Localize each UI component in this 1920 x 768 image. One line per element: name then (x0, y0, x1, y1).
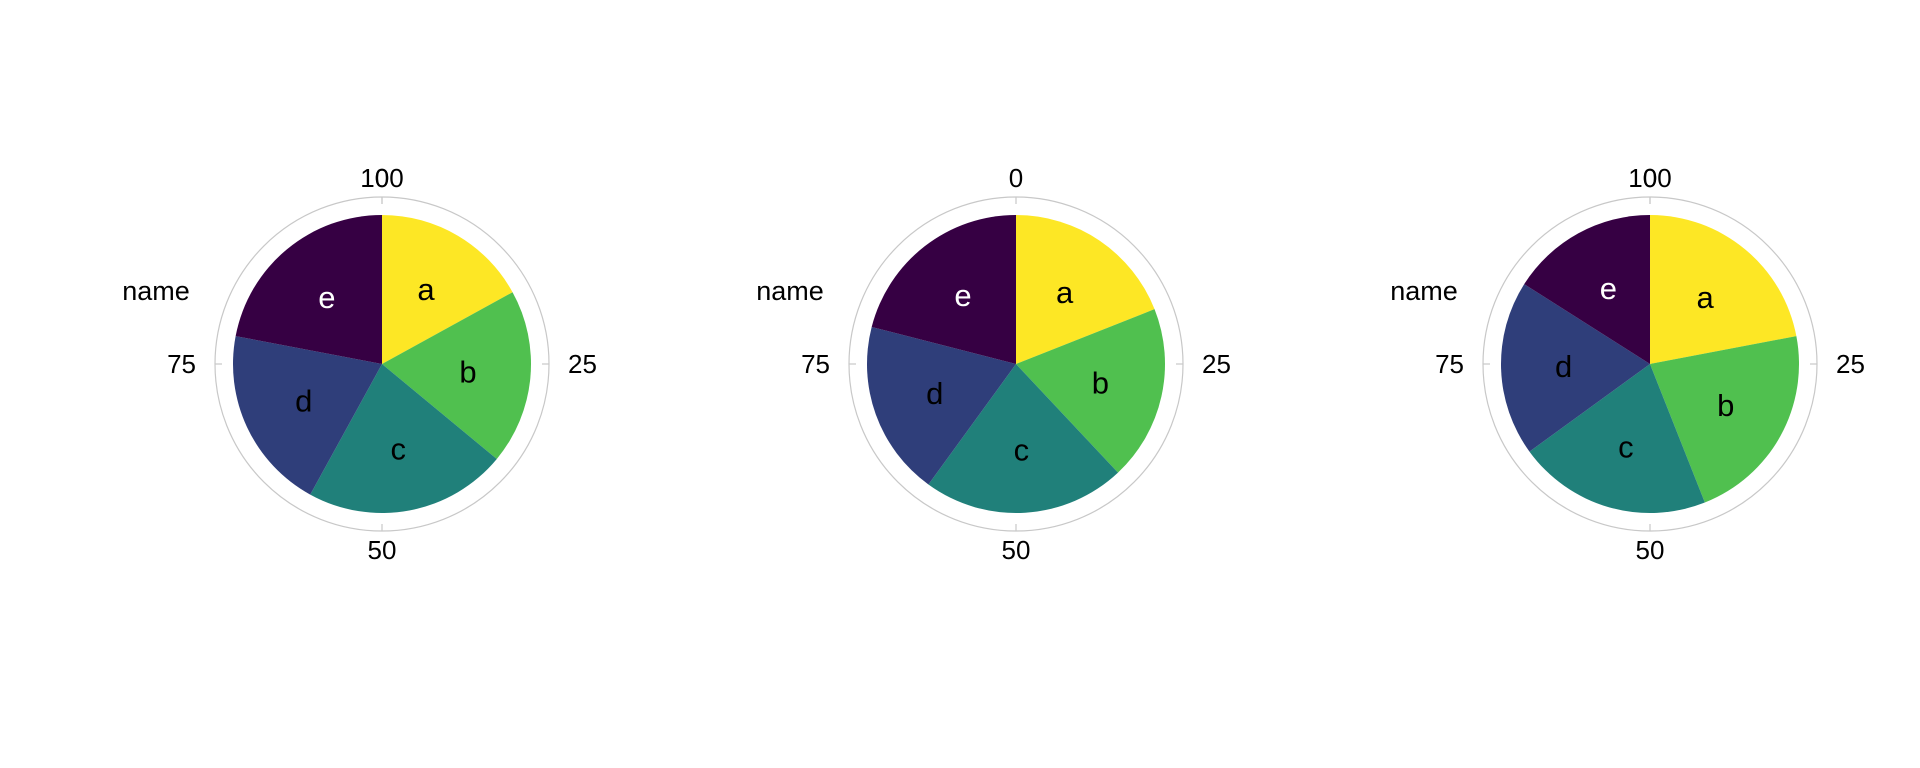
pie-wedge-label-e: e (954, 278, 971, 313)
pie-wedge-b (1016, 309, 1165, 473)
pie-wedge-e (235, 215, 382, 364)
pie-chart-1: 0 25 50 75 100 a b c d e name (122, 163, 597, 565)
pie-wedge-label-d: d (926, 376, 943, 411)
scale-tick-label: 25 (1836, 349, 1865, 379)
y-axis-label: name (1390, 276, 1458, 306)
scale-tick-label: 25 (1202, 349, 1231, 379)
y-axis-label: name (756, 276, 824, 306)
pie-wedge-c (310, 364, 497, 513)
scale-tick-label: 75 (1435, 349, 1464, 379)
pie-wedge-c (928, 364, 1118, 513)
pie-wedge-a (1016, 215, 1155, 364)
pie-wedge-label-b: b (1092, 365, 1109, 400)
pie-wedge-c (1529, 364, 1705, 513)
pie-wedge-b (382, 292, 531, 459)
pie-chart-3: 0 25 50 75 100 a b c d e name (1390, 163, 1865, 565)
pie-wedge-e (871, 215, 1016, 364)
scale-tick-label: 50 (1002, 535, 1031, 565)
pie-chart-2: 0 25 50 75 a b c d e name (756, 163, 1231, 565)
pie-wedge-d (866, 326, 1016, 485)
scale-tick-label: 0 (1009, 163, 1023, 193)
scale-tick-label: 50 (1636, 535, 1665, 565)
y-axis-label: name (122, 276, 190, 306)
pie-wedge-a (1650, 215, 1797, 364)
pie-wedge-label-d: d (295, 383, 312, 418)
pie-wedge-b (1650, 336, 1800, 503)
pie-wedge-label-e: e (318, 280, 335, 315)
pie-wedge-label-a: a (417, 272, 435, 307)
pie-wedge-label-b: b (1717, 388, 1734, 423)
pie-wedge-label-c: c (1014, 433, 1030, 468)
pie-wedge-d (1501, 284, 1650, 452)
pie-wedge-label-d: d (1555, 349, 1572, 384)
pie-wedge-label-b: b (459, 355, 476, 390)
pie-wedge-d (233, 336, 382, 495)
pie-wedge-e (1524, 215, 1650, 364)
scale-tick-label: 0 (1643, 163, 1657, 193)
scale-tick-label: 25 (568, 349, 597, 379)
pie-wedge-label-c: c (390, 431, 406, 466)
pie-wedge-label-a: a (1696, 280, 1714, 315)
scale-tick-label: 100 (360, 163, 403, 193)
scale-tick-label: 0 (375, 163, 389, 193)
scale-tick-label: 50 (368, 535, 397, 565)
pie-wedge-label-a: a (1056, 275, 1074, 310)
pie-wedge-label-c: c (1618, 429, 1634, 464)
scale-tick-label: 100 (1628, 163, 1671, 193)
pie-wedge-label-e: e (1600, 271, 1617, 306)
scale-tick-label: 75 (801, 349, 830, 379)
pie-wedge-a (382, 215, 513, 364)
scale-tick-label: 75 (167, 349, 196, 379)
